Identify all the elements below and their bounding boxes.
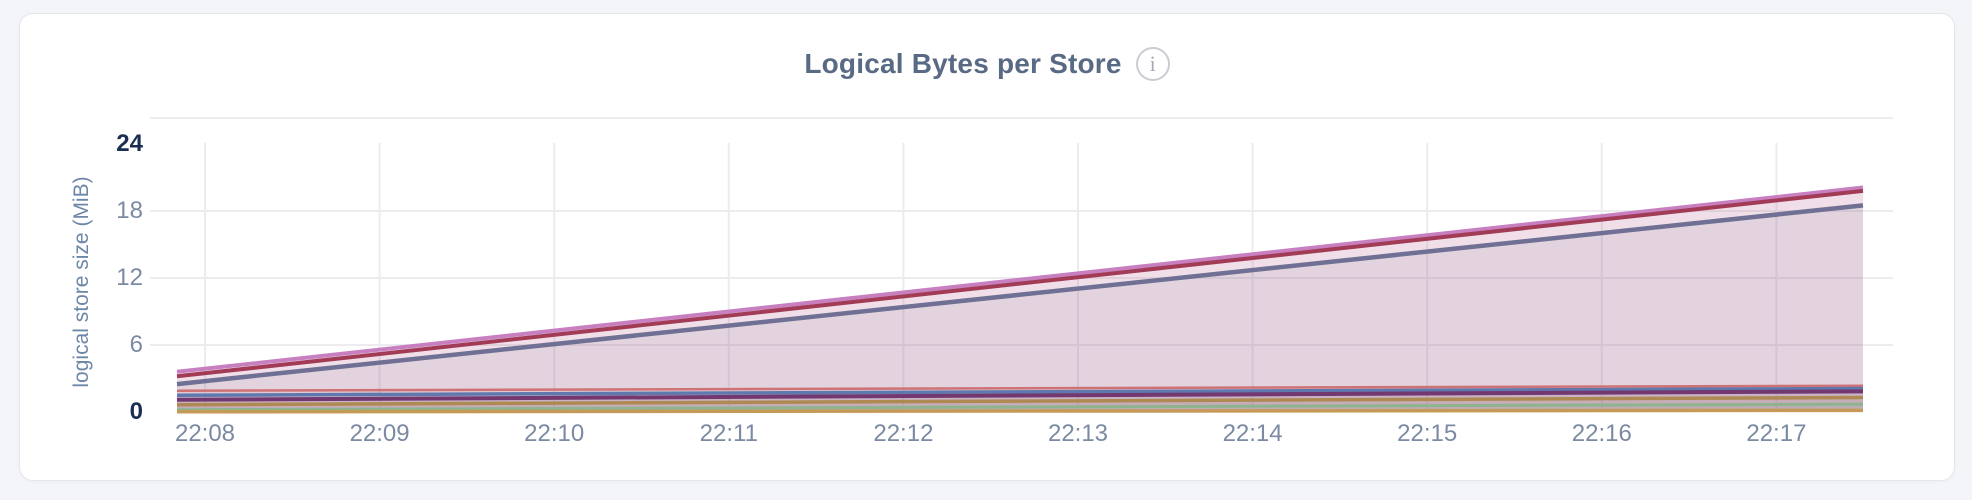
chart-title: Logical Bytes per Store (804, 48, 1122, 79)
info-icon[interactable]: i (1135, 47, 1170, 81)
series-area-series-3 (177, 205, 1863, 412)
x-tick-label: 22:09 (349, 420, 410, 447)
series-area-series-2 (177, 190, 1863, 412)
series-line-series-2 (176, 188, 1864, 379)
chart-header: Logical Bytes per Store i (20, 47, 1954, 81)
series-line-series-8 (176, 402, 1864, 412)
x-tick-label: 22:11 (699, 420, 758, 447)
series-line-series-3 (176, 203, 1864, 387)
x-tick-label: 22:14 (1222, 420, 1283, 447)
series-area-series-1 (177, 187, 1863, 412)
x-tick-label: 22:08 (174, 420, 236, 447)
info-icon-glyph: i (1149, 51, 1156, 76)
series-line-series-5 (176, 386, 1864, 397)
x-tick-label: 22:12 (873, 420, 934, 447)
y-tick-label: 24 (116, 130, 143, 157)
x-tick-label: 22:17 (1746, 420, 1807, 447)
y-tick-label: 12 (116, 264, 143, 291)
y-tick-label: 6 (129, 331, 143, 358)
x-tick-label: 22:15 (1397, 420, 1458, 447)
y-tick-label: 18 (116, 197, 143, 224)
series-line-series-7 (176, 395, 1864, 407)
y-tick-label: 0 (129, 398, 143, 425)
x-tick-label: 22:13 (1047, 420, 1109, 447)
series-line-series-6 (176, 389, 1864, 402)
x-tick-label: 22:10 (524, 420, 585, 447)
x-tick-label: 22:16 (1571, 420, 1632, 447)
series-line-series-1 (176, 185, 1864, 374)
series-line-series-9 (176, 408, 1864, 414)
series-line-series-4 (176, 384, 1864, 393)
